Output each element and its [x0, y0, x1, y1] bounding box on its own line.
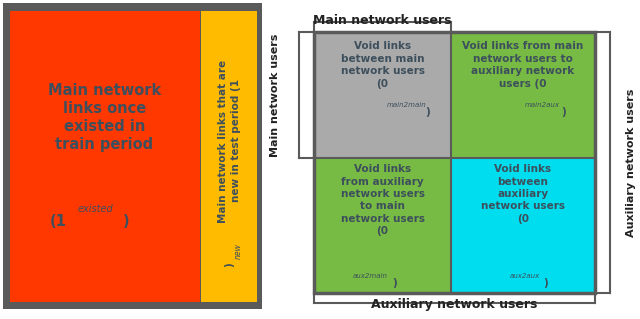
Bar [314, 32, 451, 158]
Text: Auxiliary network users: Auxiliary network users [626, 88, 636, 237]
Text: Auxiliary network users: Auxiliary network users [371, 298, 538, 311]
Text: aux2main: aux2main [353, 273, 388, 279]
Text: ): ) [561, 107, 566, 117]
Text: ): ) [122, 214, 129, 229]
Bar [10, 11, 200, 302]
Text: ): ) [224, 263, 234, 267]
Text: Main network
links once
existed in
train period: Main network links once existed in train… [47, 83, 161, 152]
Text: aux2aux: aux2aux [510, 273, 540, 279]
Text: Void links from main
network users to
auxiliary network
users (0: Void links from main network users to au… [462, 41, 584, 89]
Text: Main network users: Main network users [270, 33, 280, 157]
Text: new: new [234, 243, 243, 259]
Text: main2main: main2main [387, 102, 426, 108]
Bar [202, 11, 257, 302]
Text: existed: existed [77, 204, 113, 214]
Text: (1: (1 [50, 214, 67, 229]
Bar [314, 32, 595, 293]
Text: Main network users: Main network users [314, 14, 452, 27]
Text: Void links
between
auxiliary
network users
(0: Void links between auxiliary network use… [481, 164, 565, 224]
Bar [451, 158, 595, 293]
Text: Void links
from auxiliary
network users
to main
network users
(0: Void links from auxiliary network users … [340, 164, 424, 236]
Bar [314, 158, 451, 293]
Text: ): ) [392, 278, 397, 287]
Text: Main network links that are
new in test period (1: Main network links that are new in test … [218, 59, 241, 223]
Text: Void links
between main
network users
(0: Void links between main network users (0 [340, 41, 424, 89]
Text: ): ) [426, 107, 431, 117]
Bar [451, 32, 595, 158]
Text: ): ) [543, 278, 548, 287]
Text: main2aux: main2aux [525, 102, 560, 108]
